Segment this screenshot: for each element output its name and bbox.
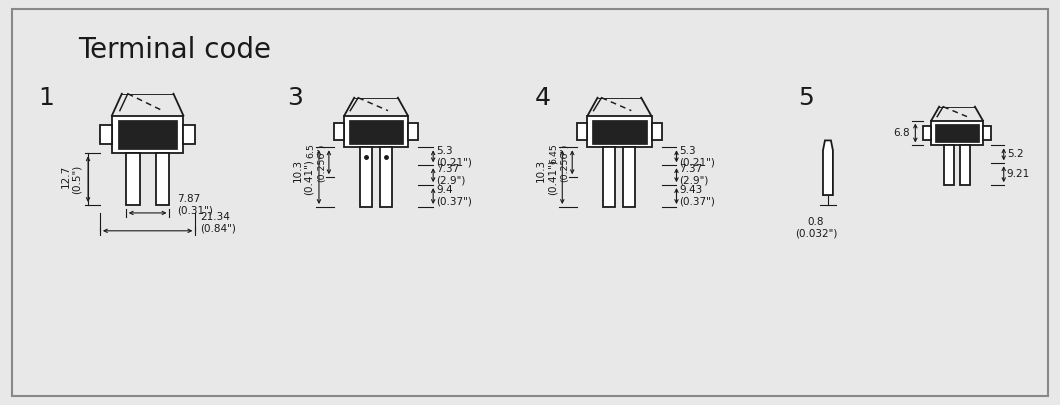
- Text: 9.4
(0.37"): 9.4 (0.37"): [436, 185, 472, 207]
- Bar: [935, 124, 978, 143]
- Text: 1: 1: [38, 86, 54, 110]
- Bar: [126, 153, 140, 205]
- Text: 10.3
(0.41"): 10.3 (0.41"): [293, 159, 314, 195]
- Bar: [923, 126, 932, 140]
- Polygon shape: [823, 141, 833, 195]
- Bar: [593, 119, 647, 145]
- Bar: [343, 115, 408, 147]
- Bar: [944, 145, 954, 185]
- Text: 7.37
(2.9"): 7.37 (2.9"): [679, 164, 709, 186]
- Text: 9.21: 9.21: [1007, 169, 1030, 179]
- Bar: [100, 125, 112, 145]
- Bar: [334, 123, 343, 141]
- Text: 21.34
(0.84"): 21.34 (0.84"): [200, 212, 236, 234]
- Text: 5: 5: [798, 86, 814, 110]
- Bar: [603, 147, 616, 207]
- Bar: [381, 147, 392, 207]
- Bar: [156, 153, 170, 205]
- Text: 10.3
(0.41"): 10.3 (0.41"): [535, 159, 558, 195]
- Text: 12.7
(0.5"): 12.7 (0.5"): [60, 164, 82, 194]
- Bar: [408, 123, 419, 141]
- Bar: [983, 126, 991, 140]
- Text: 6.45
(0.256"): 6.45 (0.256"): [550, 143, 569, 181]
- Text: Terminal code: Terminal code: [78, 36, 271, 64]
- Text: 6.8: 6.8: [894, 128, 911, 138]
- Bar: [623, 147, 635, 207]
- Text: 7.37
(2.9"): 7.37 (2.9"): [436, 164, 465, 186]
- Bar: [652, 123, 661, 141]
- Bar: [932, 121, 983, 145]
- Bar: [183, 125, 195, 145]
- Text: 9.43
(0.37"): 9.43 (0.37"): [679, 185, 716, 207]
- Bar: [960, 145, 970, 185]
- Bar: [587, 115, 652, 147]
- Text: 4: 4: [535, 86, 551, 110]
- Bar: [578, 123, 587, 141]
- Bar: [360, 147, 372, 207]
- Text: 5.2: 5.2: [1007, 149, 1023, 159]
- Text: 5.3
(0.21"): 5.3 (0.21"): [679, 145, 716, 167]
- Bar: [349, 119, 404, 145]
- Text: 3: 3: [286, 86, 302, 110]
- Bar: [112, 115, 183, 153]
- Text: 0.8
(0.032"): 0.8 (0.032"): [795, 217, 837, 239]
- Text: 6.5
(0.256"): 6.5 (0.256"): [306, 143, 325, 181]
- Bar: [118, 119, 177, 149]
- Text: 7.87
(0.31"): 7.87 (0.31"): [177, 194, 213, 216]
- Text: 5.3
(0.21"): 5.3 (0.21"): [436, 145, 472, 167]
